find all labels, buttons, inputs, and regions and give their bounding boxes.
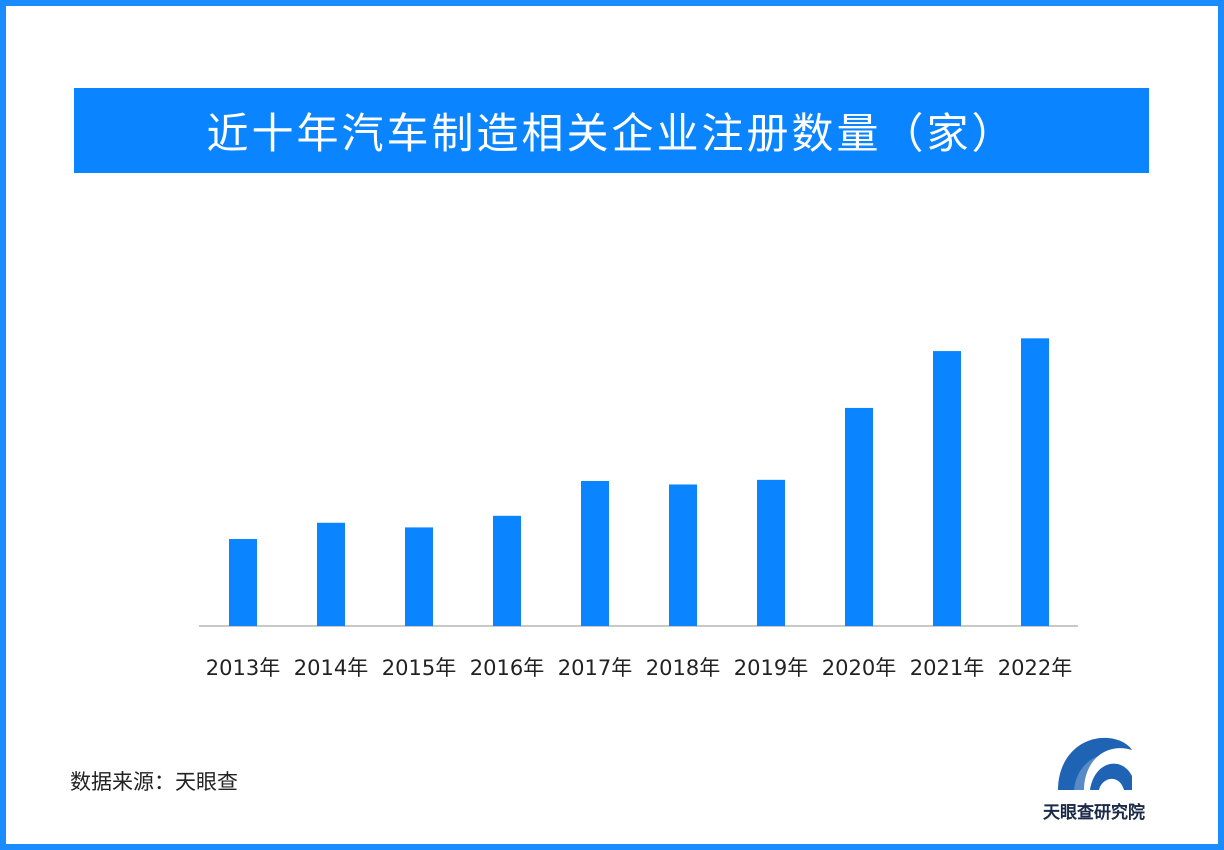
logo-wordmark: 天眼查研究院	[1043, 803, 1145, 823]
chart-title: 近十年汽车制造相关企业注册数量（家）	[206, 109, 1017, 158]
bar-2018年	[669, 484, 697, 626]
x-tick-label: 2022年	[998, 656, 1072, 680]
brand-logo: 天眼查研究院	[1024, 732, 1164, 832]
data-source-note: 数据来源：天眼查	[70, 770, 238, 794]
x-tick-label: 2019年	[734, 656, 808, 680]
bar-2016年	[493, 515, 521, 626]
x-tick-label: 2020年	[822, 656, 896, 680]
bar-2013年	[229, 539, 257, 626]
x-tick-label: 2014年	[294, 656, 368, 680]
bar-2022年	[1021, 338, 1049, 626]
bar-2019年	[757, 479, 785, 626]
bar-2014年	[317, 522, 345, 626]
x-tick-label: 2018年	[646, 656, 720, 680]
bar-2015年	[405, 527, 433, 626]
x-tick-label: 2016年	[470, 656, 544, 680]
title-banner: 近十年汽车制造相关企业注册数量（家）	[74, 88, 1149, 173]
tianyancha-logo-icon	[1058, 737, 1132, 790]
bar-2017年	[581, 481, 609, 626]
x-tick-label: 2013年	[206, 656, 280, 680]
x-tick-label: 2017年	[558, 656, 632, 680]
bar-2020年	[845, 407, 873, 626]
x-tick-label: 2021年	[910, 656, 984, 680]
bar-2021年	[933, 351, 961, 626]
x-tick-label: 2015年	[382, 656, 456, 680]
